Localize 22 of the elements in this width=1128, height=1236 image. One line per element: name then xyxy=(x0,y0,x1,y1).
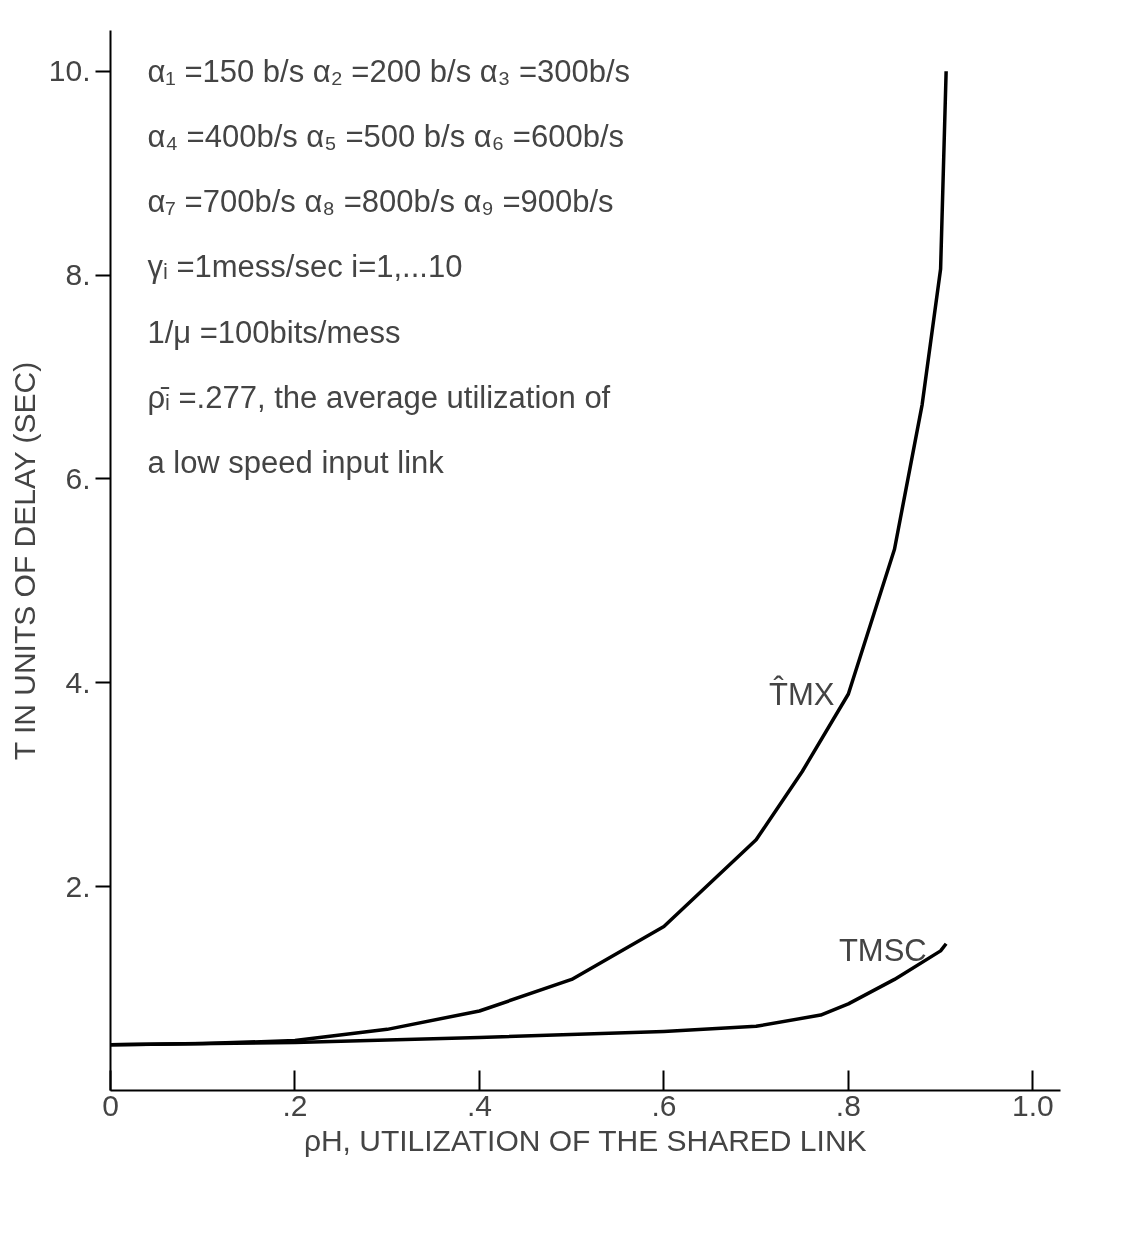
x-tick-label: .8 xyxy=(835,1088,861,1122)
y-tick-label: 10. xyxy=(48,54,91,88)
annotation: γᵢ =1mess/sec i=1,...10 xyxy=(147,249,463,285)
annotation: α₁ =150 b/s α₂ =200 b/s α₃ =300b/s xyxy=(147,53,631,89)
x-tick-label: .2 xyxy=(282,1088,308,1122)
annotation: ρ̄ᵢ =.277, the average utilization of xyxy=(147,379,611,415)
y-axis-title: T IN UNITS OF DELAY (SEC) xyxy=(7,361,41,761)
annotation: TMSC xyxy=(838,933,927,969)
x-tick-label: .6 xyxy=(651,1088,677,1122)
annotation: T̂MX xyxy=(769,675,835,712)
x-axis-title: ρH, UTILIZATION OF THE SHARED LINK xyxy=(303,1123,867,1157)
y-tick-label: 4. xyxy=(65,665,91,699)
annotation: α₇ =700b/s α₈ =800b/s α₉ =900b/s xyxy=(147,184,614,220)
y-tick-label: 8. xyxy=(65,258,91,292)
y-tick-label: 6. xyxy=(65,461,91,495)
annotation: α₄ =400b/s α₅ =500 b/s α₆ =600b/s xyxy=(147,119,625,154)
annotation: 1/μ =100bits/mess xyxy=(147,314,401,350)
x-tick-label: 1.0 xyxy=(1011,1088,1054,1122)
x-tick-label: .4 xyxy=(466,1088,492,1122)
x-tick-label: 0 xyxy=(102,1088,119,1122)
y-tick-label: 2. xyxy=(65,869,91,903)
annotation: a low speed input link xyxy=(147,445,445,481)
